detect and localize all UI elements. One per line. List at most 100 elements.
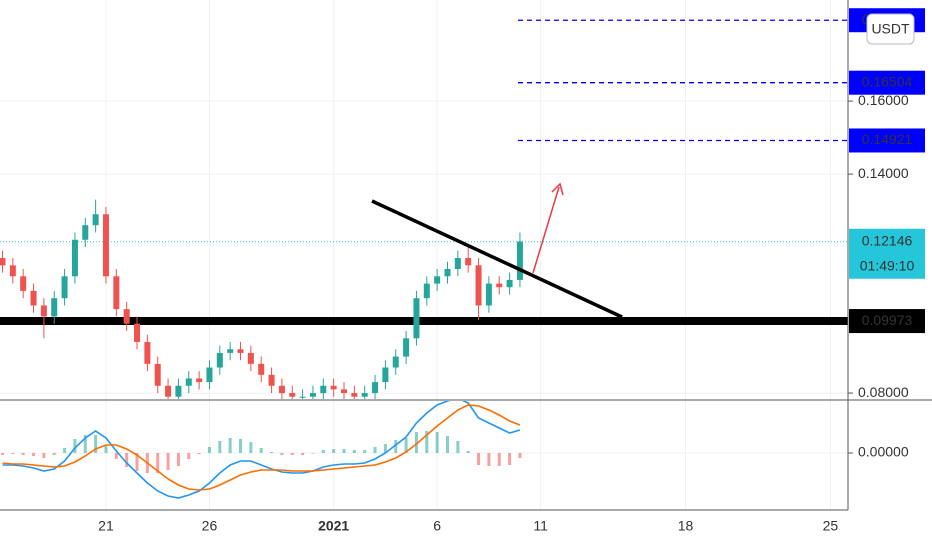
- histogram-bar: [435, 432, 439, 453]
- histogram-bar: [342, 449, 346, 453]
- candle-body: [102, 214, 109, 277]
- candle-body: [216, 352, 223, 368]
- candle-body: [268, 374, 275, 386]
- macd-pane: [0, 401, 522, 499]
- candle-body: [434, 276, 441, 284]
- histogram-bar: [321, 450, 325, 453]
- candle-body: [361, 393, 368, 397]
- candle-body: [237, 349, 244, 353]
- histogram-bar: [218, 441, 222, 453]
- histogram-bar: [477, 453, 481, 465]
- histogram-bar: [518, 453, 522, 458]
- support-badge: [849, 309, 925, 334]
- candle-body: [175, 385, 182, 397]
- histogram-bar: [383, 444, 387, 453]
- candle-body: [320, 385, 327, 394]
- histogram-bar: [21, 453, 25, 455]
- candle-body: [299, 396, 306, 398]
- candle-body: [289, 393, 296, 397]
- candle-body: [227, 349, 234, 353]
- histogram-bar: [125, 453, 129, 467]
- arrow-line: [532, 186, 560, 274]
- x-tick-label: 11: [533, 518, 548, 534]
- candle-body: [51, 298, 58, 317]
- histogram-bar: [156, 453, 160, 473]
- histogram-bar: [187, 453, 191, 459]
- level-label: 0.16504: [862, 73, 913, 89]
- histogram-bar: [176, 453, 180, 466]
- candle-body: [206, 367, 213, 383]
- candle-body: [516, 241, 523, 280]
- histogram-bar: [280, 453, 284, 455]
- candle-body: [196, 378, 203, 383]
- histogram-bar: [456, 441, 460, 453]
- histogram-bar: [207, 447, 211, 453]
- candle-body: [309, 393, 316, 397]
- candle-body: [258, 363, 265, 375]
- last-price-badge: [849, 228, 925, 279]
- candle-body: [496, 283, 503, 288]
- candle-body: [465, 258, 472, 266]
- histogram-bar: [104, 446, 108, 453]
- histogram-bar: [228, 438, 232, 453]
- candle-body: [392, 356, 399, 368]
- histogram-bar: [373, 447, 377, 453]
- trend-line: [371, 199, 623, 319]
- candle-body: [475, 265, 482, 306]
- last-price-label: 0.12146: [862, 232, 913, 248]
- candle-body: [134, 323, 141, 342]
- y-tick-label: 0.16000: [858, 92, 909, 108]
- countdown-label: 01:49:10: [860, 257, 915, 273]
- level-badge: [849, 70, 925, 95]
- x-tick-label: 2021: [318, 518, 349, 534]
- candle-body: [30, 290, 37, 306]
- level-label: 0.14921: [862, 131, 913, 147]
- histogram-bar: [290, 453, 294, 455]
- currency-button[interactable]: USDT: [866, 13, 915, 45]
- macd-line: [2, 404, 521, 491]
- candle-body: [506, 279, 513, 288]
- histogram-bar: [425, 431, 429, 453]
- x-tick-label: 6: [433, 518, 441, 534]
- histogram-bar: [42, 453, 46, 458]
- candle-body: [92, 214, 99, 226]
- histogram-bar: [259, 448, 263, 453]
- histogram-bar: [270, 452, 274, 453]
- candle-body: [351, 393, 358, 397]
- candle-body: [247, 352, 254, 364]
- currency-label[interactable]: USDT: [871, 21, 910, 37]
- histogram-bar: [197, 453, 201, 454]
- histogram-bar: [135, 453, 139, 471]
- y-tick-label: 0.00000: [858, 444, 909, 460]
- histogram-bar: [508, 453, 512, 465]
- histogram-bar: [0, 453, 4, 455]
- candle-body: [82, 225, 89, 240]
- y-tick-label: 0.14000: [858, 165, 909, 181]
- candle-body: [9, 265, 16, 277]
- candle-body: [444, 268, 451, 277]
- x-tick-label: 18: [678, 518, 694, 534]
- candle-body: [113, 276, 120, 310]
- currency-button-box[interactable]: [866, 13, 915, 45]
- histogram-bar: [52, 453, 56, 455]
- candle-body: [0, 258, 6, 266]
- histogram-bar: [487, 453, 491, 466]
- candle-body: [423, 283, 430, 299]
- histogram-bar: [466, 451, 470, 453]
- histogram-bar: [73, 439, 77, 453]
- candle-body: [61, 276, 68, 299]
- drawings: [371, 182, 623, 319]
- price-badges: 0.182160.165040.149210.099730.1214601:49…: [849, 8, 925, 334]
- histogram-bar: [166, 453, 170, 470]
- x-tick-label: 25: [823, 518, 839, 534]
- y-tick-label: 0.08000: [858, 384, 909, 400]
- candle-body: [485, 283, 492, 306]
- candle-body: [372, 382, 379, 394]
- arrow-head: [551, 182, 564, 196]
- candle-body: [40, 305, 47, 317]
- candle-body: [165, 385, 172, 397]
- candle-body: [278, 385, 285, 394]
- histogram-bar: [63, 448, 67, 453]
- histogram-bar: [445, 436, 449, 453]
- grid: [0, 0, 848, 510]
